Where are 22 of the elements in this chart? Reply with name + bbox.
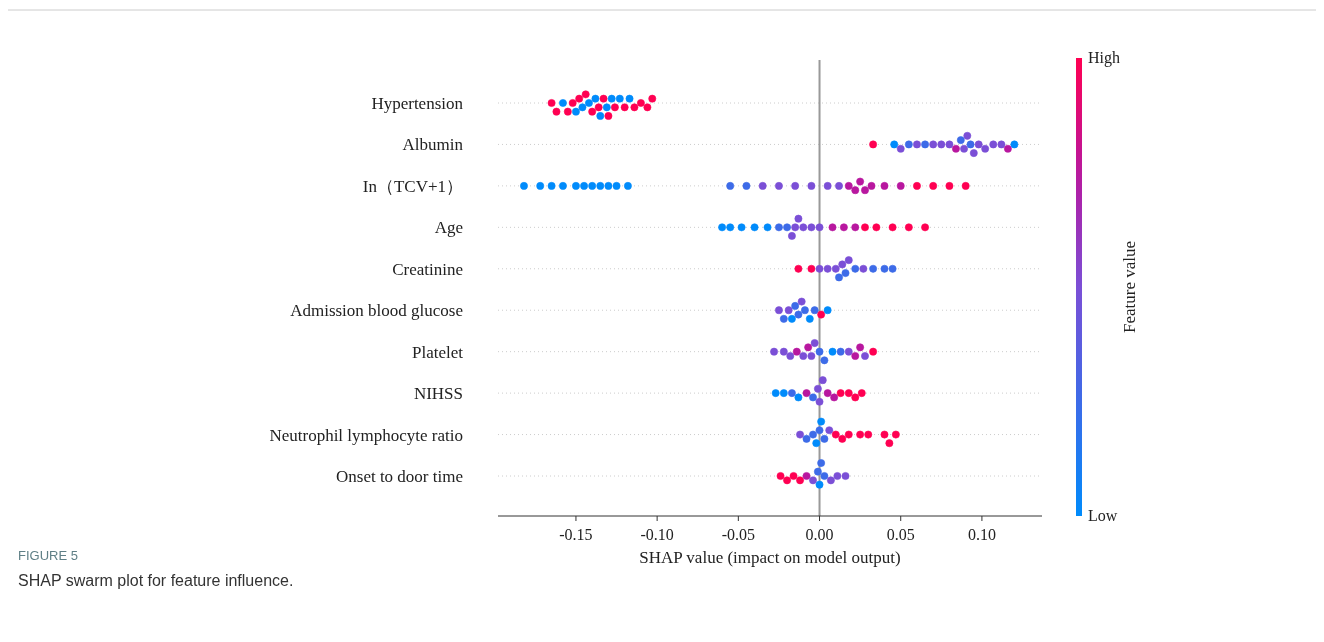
y-tick-label: NIHSS	[413, 384, 463, 404]
color-bar-label: High	[1088, 49, 1120, 67]
x-tick-label: 0.05	[886, 526, 915, 543]
y-tick-label: Neutrophil lymphocyte ratio	[269, 425, 463, 445]
y-tick-label: Onset to door time	[335, 467, 463, 486]
color-bar-label: Low	[1088, 507, 1118, 524]
x-axis-title: SHAP value (impact on model output)	[639, 548, 901, 567]
x-tick-label: 0.10	[967, 526, 996, 543]
x-tick-label: -0.15	[559, 526, 593, 543]
caption: FIGURE 5	[18, 548, 78, 563]
y-tick-label: Admission blood glucose	[290, 301, 463, 321]
y-tick-label: Age	[434, 218, 463, 238]
x-tick-label: -0.10	[640, 526, 674, 543]
y-tick-label: In（TCV+1）	[362, 176, 463, 196]
x-tick-label: -0.05	[721, 526, 755, 543]
text: SHAP swarm plot for feature influence.	[18, 572, 294, 589]
y-tick-label: Hypertension	[371, 94, 464, 113]
y-tick-label: Creatinine	[392, 259, 463, 279]
color-bar-title: Feature value	[1120, 240, 1139, 334]
y-tick-label: Platelet	[412, 342, 464, 362]
x-tick-label: 0.00	[805, 526, 834, 543]
y-tick-label: Albumin	[402, 135, 464, 155]
